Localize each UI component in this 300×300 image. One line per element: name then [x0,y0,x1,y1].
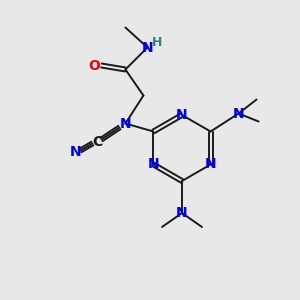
Text: N: N [148,158,159,172]
Text: N: N [142,40,153,55]
Text: H: H [152,36,163,49]
Text: N: N [120,116,131,130]
Text: N: N [205,158,216,172]
Text: N: N [70,145,81,158]
Text: N: N [176,108,188,122]
Text: N: N [233,106,244,121]
Text: N: N [176,206,188,220]
Text: C: C [92,134,103,148]
Text: O: O [88,58,101,73]
